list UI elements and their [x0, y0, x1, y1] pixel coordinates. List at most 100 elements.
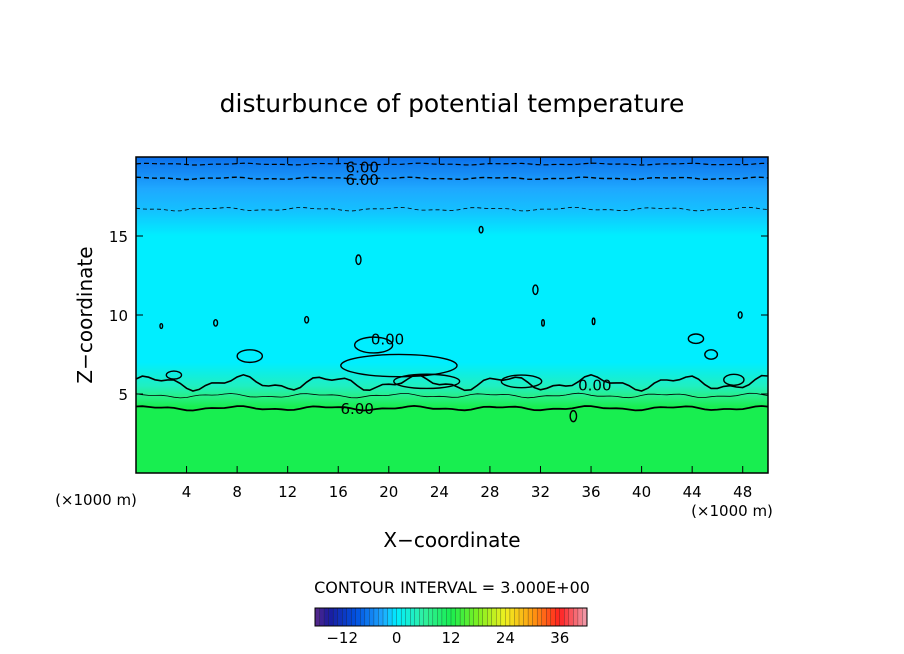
contour-line-dashed-lower	[136, 206, 768, 212]
colorbar-cell	[337, 607, 343, 627]
contour-line-dashed-upper	[136, 176, 768, 181]
y-tick-label: 10	[109, 307, 128, 325]
colorbar-frame	[314, 607, 588, 627]
colorbar-cell	[378, 607, 384, 627]
contour-interval-label: CONTOUR INTERVAL = 3.000E+00	[314, 578, 590, 597]
colorbar-cell	[364, 607, 370, 627]
colorbar-cell	[468, 607, 475, 627]
colorbar-cell	[514, 607, 520, 627]
contour-line-3	[136, 392, 768, 399]
colorbar-cell	[518, 607, 524, 627]
x-tick-label: 28	[480, 483, 499, 501]
colorbar-tick-label: 24	[496, 629, 515, 647]
contour-closed-line	[737, 311, 743, 319]
contour-line-dashed-top	[136, 162, 768, 166]
colorbar-cell	[450, 607, 456, 627]
colorbar-cell	[369, 607, 375, 627]
contour-label-group: 6.006.000.000.006.00	[340, 158, 611, 418]
x-axis-label: X−coordinate	[383, 528, 520, 552]
colorbar-cell	[342, 607, 348, 627]
colorbar-cell	[432, 607, 438, 627]
x-axis-ticks: 4 8 12 16 20 24 28 32 36 40 44 48	[182, 157, 752, 501]
colorbar-cell	[459, 607, 466, 627]
colorbar-cell	[400, 607, 407, 627]
contour-closed-line	[591, 317, 596, 326]
colorbar-cell	[328, 607, 334, 627]
chart-title: disturbunce of potential temperature	[220, 89, 685, 118]
colorbar-cell	[541, 607, 547, 627]
colorbar-cell	[527, 607, 534, 627]
colorbar-cell	[414, 607, 420, 627]
colorbar-cell	[323, 607, 330, 627]
contour-label: 0.00	[371, 331, 404, 349]
contour-closed-line	[569, 409, 578, 423]
contour-closed-line	[500, 374, 543, 389]
x-tick-label: 8	[232, 483, 242, 501]
colorbar-tick-label: 36	[550, 629, 569, 647]
colorbar-cell	[332, 607, 339, 627]
colorbar-cell	[482, 607, 488, 627]
x-tick-label: 44	[683, 483, 702, 501]
y-tick-label: 15	[109, 228, 128, 246]
colorbar-cell	[446, 607, 452, 627]
x-tick-label: 48	[733, 483, 752, 501]
x-tick-label: 20	[379, 483, 398, 501]
contour-lines	[136, 162, 768, 423]
contour-label: 6.00	[340, 400, 373, 418]
x-tick-label: 24	[430, 483, 449, 501]
colorbar-cell	[550, 607, 556, 627]
x-tick-label: 40	[632, 483, 651, 501]
colorbar-tick-label: −12	[326, 629, 358, 647]
contour-closed-line	[159, 322, 164, 330]
contour-closed-line	[213, 318, 219, 327]
contour-closed-line	[165, 370, 183, 380]
contour-closed-line	[353, 336, 394, 354]
contour-closed-line	[687, 333, 705, 345]
colorbar-cell	[346, 607, 352, 627]
colorbar-cell	[546, 607, 552, 627]
colorbar-tick-label: 12	[441, 629, 460, 647]
colorbar-cell	[419, 607, 425, 627]
x-tick-label: 4	[182, 483, 192, 501]
colorbar-cell	[523, 607, 529, 627]
colorbar-cell	[428, 607, 434, 627]
colorbar-cell	[441, 607, 447, 627]
x-tick-label: 16	[329, 483, 348, 501]
colorbar-cell	[351, 607, 357, 627]
colorbar-cell	[455, 607, 461, 627]
colorbar-cell	[464, 607, 470, 627]
colorbar-cell	[496, 607, 502, 627]
colorbar-cell	[437, 607, 443, 627]
colorbar: −12 0 12 24 36	[314, 607, 588, 647]
x-unit-left: (×1000 m)	[55, 491, 137, 509]
colorbar-cell	[391, 607, 398, 627]
contour-closed-line	[541, 318, 546, 327]
colorbar-cell	[555, 607, 561, 627]
contour-line-6	[136, 404, 768, 412]
colorbar-cell	[314, 607, 320, 627]
colorbar-cell	[573, 607, 579, 627]
colorbar-cell	[491, 607, 497, 627]
colorbar-cell	[396, 607, 402, 627]
colorbar-cell	[559, 607, 565, 627]
colorbar-cell	[509, 607, 515, 627]
contour-label: 6.00	[346, 158, 379, 176]
contour-closed-line	[393, 373, 461, 390]
contour-closed-line	[304, 315, 310, 324]
colorbar-cell	[387, 607, 393, 627]
colorbar-cell	[423, 607, 429, 627]
colorbar-cell	[382, 607, 388, 627]
colorbar-cell	[373, 607, 379, 627]
contour-closed-line	[236, 349, 264, 364]
colorbar-cell	[577, 607, 583, 627]
colorbar-cell	[564, 607, 570, 627]
colorbar-cell	[319, 607, 325, 627]
colorbar-cell	[473, 607, 479, 627]
colorbar-cell	[500, 607, 506, 627]
colorbar-tick-label: 0	[392, 629, 402, 647]
contour-label: 0.00	[578, 377, 611, 395]
colorbar-cell	[360, 607, 366, 627]
contour-line-0	[136, 373, 768, 392]
contour-closed-line	[340, 353, 458, 378]
